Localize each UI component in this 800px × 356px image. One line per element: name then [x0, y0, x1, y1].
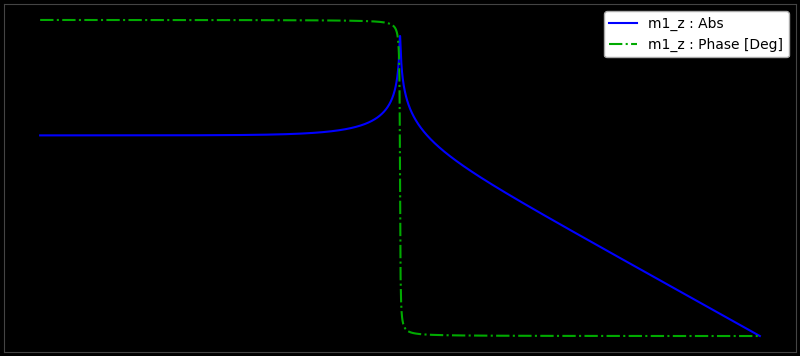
Line: m1_z : Abs: m1_z : Abs [40, 36, 760, 336]
m1_z : Abs: (0.0286, 1): Abs: (0.0286, 1) [118, 133, 127, 137]
m1_z : Abs: (0.01, 1): Abs: (0.01, 1) [35, 133, 45, 137]
m1_z : Phase [Deg]: (0.51, 194): Phase [Deg]: (0.51, 194) [342, 19, 352, 23]
m1_z : Abs: (83.7, 0.000143): Abs: (83.7, 0.000143) [741, 326, 750, 330]
m1_z : Phase [Deg]: (0.0494, 200): Phase [Deg]: (0.0494, 200) [160, 18, 170, 22]
m1_z : Phase [Deg]: (30.9, 0.0001): Phase [Deg]: (30.9, 0.0001) [663, 334, 673, 338]
Line: m1_z : Phase [Deg]: m1_z : Phase [Deg] [40, 20, 760, 336]
m1_z : Phase [Deg]: (0.0286, 200): Phase [Deg]: (0.0286, 200) [118, 18, 127, 22]
m1_z : Phase [Deg]: (100, 0.0001): Phase [Deg]: (100, 0.0001) [755, 334, 765, 338]
m1_z : Abs: (0.0494, 1): Abs: (0.0494, 1) [160, 133, 170, 137]
m1_z : Abs: (0.51, 1.35): Abs: (0.51, 1.35) [342, 127, 352, 131]
m1_z : Phase [Deg]: (0.342, 196): Phase [Deg]: (0.342, 196) [311, 18, 321, 22]
m1_z : Abs: (0.998, 95.7): Abs: (0.998, 95.7) [395, 34, 405, 38]
m1_z : Abs: (0.342, 1.13): Abs: (0.342, 1.13) [311, 131, 321, 135]
m1_z : Abs: (100, 0.0001): Abs: (100, 0.0001) [755, 334, 765, 338]
m1_z : Abs: (31, 0.00104): Abs: (31, 0.00104) [664, 283, 674, 287]
m1_z : Phase [Deg]: (83.4, 0.0001): Phase [Deg]: (83.4, 0.0001) [741, 334, 750, 338]
Legend: m1_z : Abs, m1_z : Phase [Deg]: m1_z : Abs, m1_z : Phase [Deg] [604, 11, 789, 57]
m1_z : Phase [Deg]: (0.01, 200): Phase [Deg]: (0.01, 200) [35, 18, 45, 22]
